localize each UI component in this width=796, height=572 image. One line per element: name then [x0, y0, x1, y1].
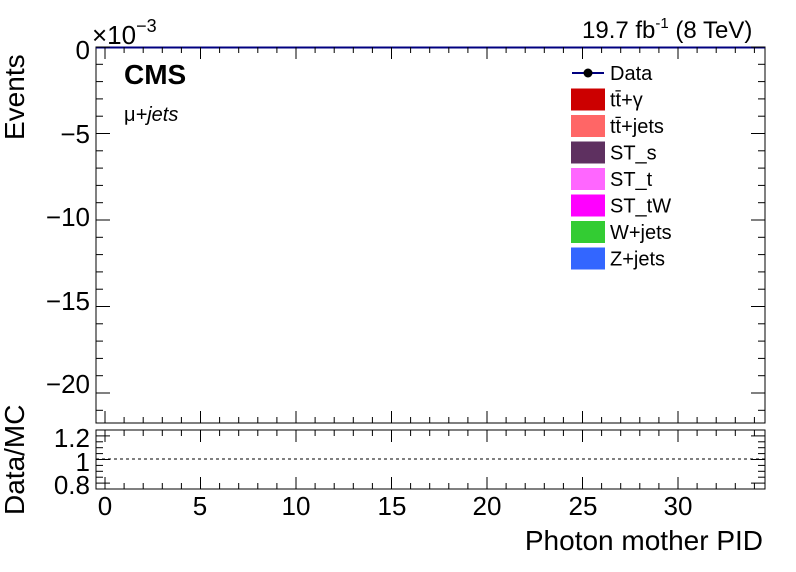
legend-entry: Z+jets — [571, 247, 665, 271]
legend-color-swatch — [571, 247, 605, 270]
legend-label: ST_t — [610, 169, 653, 191]
legend-entry: tt̄+γ — [571, 88, 643, 112]
legend-entry: tt̄+jets — [571, 115, 664, 138]
legend-color-swatch — [571, 115, 605, 137]
legend-color-swatch — [571, 194, 605, 217]
legend-label: Z+jets — [610, 249, 665, 271]
x-tick-label: 10 — [282, 491, 311, 521]
ratio-y-tick-label: 1.2 — [54, 423, 90, 453]
legend-label: tt̄+γ — [610, 89, 643, 111]
legend-label: ST_tW — [610, 196, 671, 218]
legend-color-swatch — [571, 221, 605, 243]
x-tick-label: 5 — [193, 491, 207, 521]
legend-entry: ST_s — [571, 141, 657, 165]
cms-label: CMS — [124, 59, 186, 90]
legend-entry: W+jets — [571, 221, 672, 244]
x-tick-label: 20 — [473, 491, 502, 521]
legend-color-swatch — [571, 88, 605, 111]
upper-y-tick-labels: 0 −5 −10 −15 −20 — [46, 35, 90, 399]
x-tick-label: 0 — [98, 491, 112, 521]
legend-entry: ST_tW — [571, 194, 671, 218]
legend-color-swatch — [571, 168, 605, 190]
legend-data-marker — [583, 68, 593, 78]
y-multiplier: ×10−3 — [92, 16, 157, 50]
ratio-y-tick-labels: 1.2 1 0.8 — [54, 423, 90, 500]
ratio-y-tick-label: 0.8 — [54, 470, 90, 500]
ratio-plot-frame — [95, 429, 766, 490]
upper-y-tick-label: −10 — [46, 202, 90, 232]
ratio-axis-ticks — [96, 429, 765, 490]
x-tick-label: 25 — [569, 491, 598, 521]
upper-y-tick-label: −5 — [60, 119, 90, 149]
legend-label: W+jets — [610, 222, 672, 244]
legend-entry: Data — [572, 63, 653, 85]
legend-color-swatch — [571, 141, 605, 164]
upper-y-tick-label: 0 — [76, 35, 90, 65]
upper-y-axis-title: Events — [0, 54, 30, 140]
legend-entry: ST_t — [571, 168, 653, 191]
legend: Data tt̄+γ tt̄+jets ST_s ST_t ST_tW W+jets Z+je… — [571, 63, 672, 271]
ratio-y-tick-label: 1 — [76, 447, 90, 477]
x-tick-label: 30 — [664, 491, 693, 521]
legend-label: tt̄+jets — [610, 116, 664, 138]
x-axis-title: Photon mother PID — [525, 525, 763, 556]
legend-label: Data — [610, 63, 653, 85]
legend-label: ST_s — [610, 143, 657, 165]
upper-y-tick-label: −15 — [46, 286, 90, 316]
ratio-y-axis-title: Data/MC — [0, 405, 30, 515]
channel-label: μ+jets — [124, 104, 178, 126]
upper-axis-ticks — [96, 46, 765, 423]
x-tick-label: 15 — [378, 491, 407, 521]
lumi-label: 19.7 fb-1 (8 TeV) — [582, 15, 752, 44]
upper-y-tick-label: −20 — [46, 369, 90, 399]
x-tick-labels: 0 5 10 15 20 25 30 — [98, 491, 693, 521]
